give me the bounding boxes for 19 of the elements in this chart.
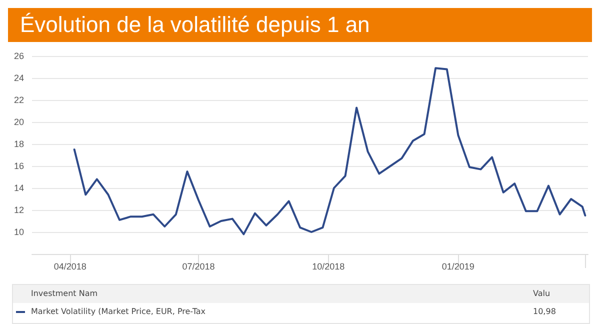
- line-series: [73, 67, 586, 236]
- chart-title: Évolution de la volatilité depuis 1 an: [8, 8, 592, 42]
- text: Valu: [533, 288, 550, 300]
- y-tick-label: 20: [14, 117, 24, 127]
- text: 10,98: [533, 306, 556, 318]
- y-tick-label: 22: [14, 95, 24, 105]
- x-tick-label: 01/2019: [442, 262, 474, 272]
- legend-label: Market Volatility (Market Price, EUR, Pre-Tax: [31, 306, 206, 318]
- y-tick-label: 12: [14, 205, 24, 215]
- y-tick-label: 26: [14, 51, 24, 61]
- y-tick-label: 18: [14, 139, 24, 149]
- y-tick-label: 14: [14, 183, 24, 193]
- y-tick-label: 24: [14, 73, 24, 83]
- x-tick-label: 10/2018: [312, 262, 345, 272]
- y-tick-label: 10: [14, 227, 24, 237]
- x-tick-label: 04/2018: [54, 262, 86, 272]
- x-tick-label: 07/2018: [182, 262, 215, 272]
- y-tick-label: 16: [14, 161, 24, 171]
- text: Investment Nam: [31, 288, 98, 300]
